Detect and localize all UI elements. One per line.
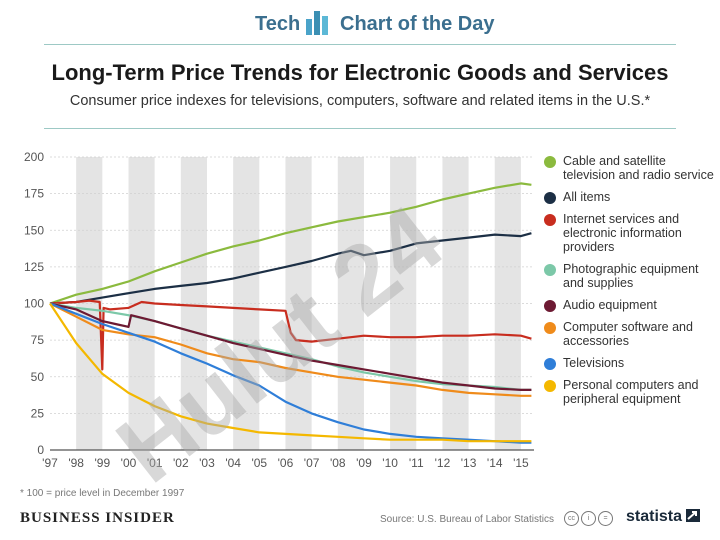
legend-item[interactable]: Photographic equipment and supplies — [544, 262, 714, 290]
tech-logo-icon — [306, 11, 328, 35]
legend-item[interactable]: Televisions — [544, 356, 714, 370]
legend-label: Televisions — [563, 356, 625, 370]
legend-label: Computer software and accessories — [563, 320, 693, 348]
legend-swatch — [544, 322, 556, 334]
source-note[interactable]: Source: U.S. Bureau of Labor Statistics — [380, 514, 554, 525]
legend-item[interactable]: Personal computers and peripheral equipm… — [544, 378, 714, 406]
subtitle-rule — [44, 128, 676, 129]
license-icons[interactable]: cc i = — [564, 511, 613, 526]
legend: Cable and satellite television and radio… — [544, 154, 714, 414]
x-tick-label: '12 — [435, 456, 451, 470]
header: Tech Chart of the Day — [0, 0, 720, 44]
legend-item[interactable]: Computer software and accessories — [544, 320, 714, 348]
series-line — [49, 182, 532, 305]
x-tick-label: '06 — [278, 456, 294, 470]
x-tick-label: '11 — [409, 456, 424, 470]
y-tick-label: 200 — [24, 150, 44, 164]
footnote: * 100 = price level in December 1997 — [20, 488, 185, 499]
legend-swatch — [544, 192, 556, 204]
x-tick-label: '15 — [513, 456, 529, 470]
legend-item[interactable]: All items — [544, 190, 714, 204]
x-tick-label: '07 — [304, 456, 320, 470]
x-tick-label: '05 — [251, 456, 267, 470]
header-chart-of-the-day-label: Chart of the Day — [340, 13, 495, 35]
x-tick-label: '97 — [42, 456, 58, 470]
x-tick-label: '02 — [173, 456, 189, 470]
grid-lines — [50, 156, 534, 451]
legend-item[interactable]: Audio equipment — [544, 298, 714, 312]
business-insider-logo[interactable]: BUSINESS INSIDER — [20, 510, 175, 526]
legend-swatch — [544, 264, 556, 276]
cc-icon: cc — [564, 511, 579, 526]
statista-logo[interactable]: statista — [626, 508, 701, 526]
y-tick-label: 100 — [24, 297, 44, 311]
series-line — [49, 302, 532, 391]
x-tick-label: '09 — [356, 456, 372, 470]
legend-label: Audio equipment — [563, 298, 657, 312]
x-tick-label: '03 — [199, 456, 215, 470]
chart-subtitle: Consumer price indexes for televisions, … — [69, 93, 651, 109]
equals-icon: = — [598, 511, 613, 526]
x-tick-label: '10 — [382, 456, 398, 470]
statista-arrow-icon — [686, 509, 701, 522]
year-band — [76, 157, 103, 450]
x-tick-label: '04 — [225, 456, 241, 470]
x-tick-label: '14 — [487, 456, 503, 470]
legend-item[interactable]: Internet services and electronic informa… — [544, 212, 714, 254]
legend-swatch — [544, 214, 556, 226]
series-line — [49, 302, 532, 443]
x-tick-label: '00 — [121, 456, 137, 470]
legend-label: All items — [563, 190, 611, 204]
x-tick-label: '99 — [95, 456, 111, 470]
x-tick-label: '13 — [461, 456, 477, 470]
legend-label: Cable and satellite television and radio… — [563, 154, 714, 182]
legend-swatch — [544, 300, 556, 312]
y-axis-ticks: 0 25 50 75 100 125 150 175 200 — [24, 150, 44, 457]
series-lines — [49, 182, 532, 444]
series-line — [49, 299, 532, 371]
year-bands — [76, 157, 521, 450]
y-tick-label: 175 — [24, 187, 44, 201]
legend-label: Photographic equipment and supplies — [563, 262, 699, 290]
y-tick-label: 0 — [37, 443, 44, 457]
y-tick-label: 50 — [31, 370, 45, 384]
y-tick-label: 25 — [31, 406, 45, 420]
header-rule — [44, 44, 676, 45]
legend-swatch — [544, 380, 556, 392]
attribution-icon: i — [581, 511, 596, 526]
chart-title: Long-Term Price Trends for Electronic Go… — [51, 60, 669, 85]
legend-swatch — [544, 358, 556, 370]
legend-label: Personal computers and peripheral equipm… — [563, 378, 699, 406]
x-tick-label: '98 — [68, 456, 84, 470]
y-tick-label: 75 — [31, 333, 45, 347]
statista-logo-text: statista — [626, 508, 683, 525]
legend-item[interactable]: Cable and satellite television and radio… — [544, 154, 714, 182]
series-line — [49, 232, 532, 305]
header-tech-label: Tech — [255, 13, 301, 35]
y-tick-label: 125 — [24, 260, 44, 274]
legend-label: Internet services and electronic informa… — [563, 212, 682, 254]
series-line — [49, 302, 532, 444]
legend-swatch — [544, 156, 556, 168]
y-tick-label: 150 — [24, 223, 44, 237]
x-tick-label: '01 — [147, 456, 163, 470]
x-axis-ticks: '97 '98 '99 '00 '01 '02 '03 '04 '05 '06 '07 '08 '09 '… — [42, 456, 529, 470]
x-tick-label: '08 — [330, 456, 346, 470]
